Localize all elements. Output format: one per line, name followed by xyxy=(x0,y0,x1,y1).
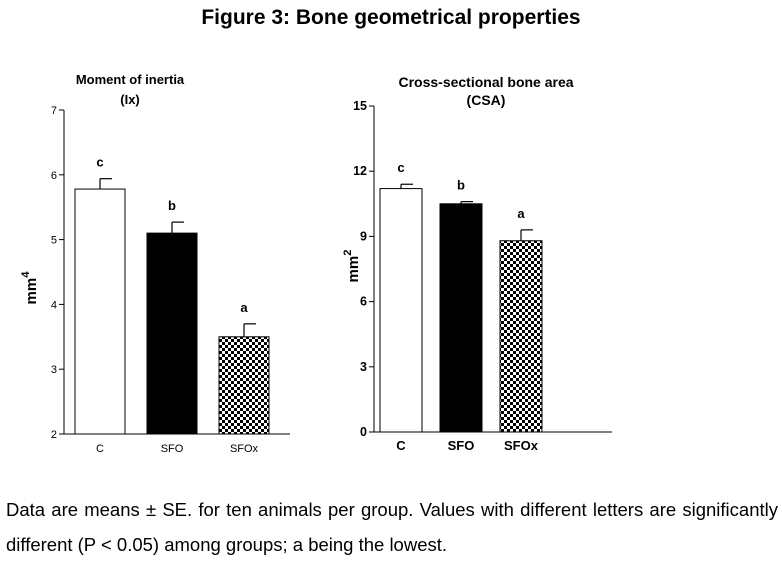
bar-sfo xyxy=(439,203,483,433)
significance-letter: c xyxy=(397,160,404,175)
cross-sectional-area-chart: Cross-sectional bone area (CSA) mm2 0 3 6 9 12 1… xyxy=(342,74,612,453)
y-tick-label: 4 xyxy=(51,299,57,311)
bar-sfox xyxy=(218,336,270,435)
significance-letter: b xyxy=(457,178,465,193)
charts-area: Moment of inertia (Ix) mm4 2 3 4 5 6 7 c Cb SFO a SFO… xyxy=(20,72,612,455)
figure-title: Figure 3: Bone geometrical properties xyxy=(201,6,581,29)
bar-sfox xyxy=(499,240,543,433)
category-label: SFO xyxy=(161,443,184,455)
y-axis-label: mm4 xyxy=(20,271,40,305)
bar-c xyxy=(379,188,423,433)
significance-letter: b xyxy=(168,198,176,213)
y-axis-label-superscript: 4 xyxy=(20,271,32,278)
category-label: SFO xyxy=(448,438,475,453)
figure-caption: Data are means ± SE. for ten animals per… xyxy=(6,499,778,555)
y-axis-label: mm2 xyxy=(342,250,362,283)
significance-letter: a xyxy=(517,206,525,221)
category-label: C xyxy=(396,438,406,453)
y-axis-label-superscript: 2 xyxy=(342,250,354,256)
y-tick-label: 7 xyxy=(51,105,57,117)
bar-c xyxy=(74,188,126,435)
y-tick-label: 15 xyxy=(353,99,367,113)
category-label: C xyxy=(96,443,104,455)
y-tick-label: 0 xyxy=(360,425,367,439)
chart-title: Cross-sectional bone area xyxy=(398,74,573,90)
chart-subtitle: (Ix) xyxy=(120,92,140,107)
significance-letter: a xyxy=(240,300,248,315)
y-tick-label: 9 xyxy=(360,229,367,243)
y-tick-label: 6 xyxy=(360,295,367,309)
y-tick-label: 3 xyxy=(51,364,57,376)
category-label: SFOx xyxy=(504,438,539,453)
bar-sfo xyxy=(146,232,198,435)
category-label: SFOx xyxy=(230,443,259,455)
y-tick-label: 3 xyxy=(360,360,367,374)
y-tick-label: 6 xyxy=(51,170,57,182)
chart-subtitle: (CSA) xyxy=(467,92,506,108)
moment-of-inertia-chart: Moment of inertia (Ix) mm4 2 3 4 5 6 7 c Cb SFO a SFO… xyxy=(20,72,290,455)
y-tick-label: 5 xyxy=(51,235,57,247)
y-tick-label: 12 xyxy=(353,164,367,178)
chart-title: Moment of inertia xyxy=(76,72,185,87)
significance-letter: c xyxy=(96,155,103,170)
y-tick-label: 2 xyxy=(51,429,57,441)
